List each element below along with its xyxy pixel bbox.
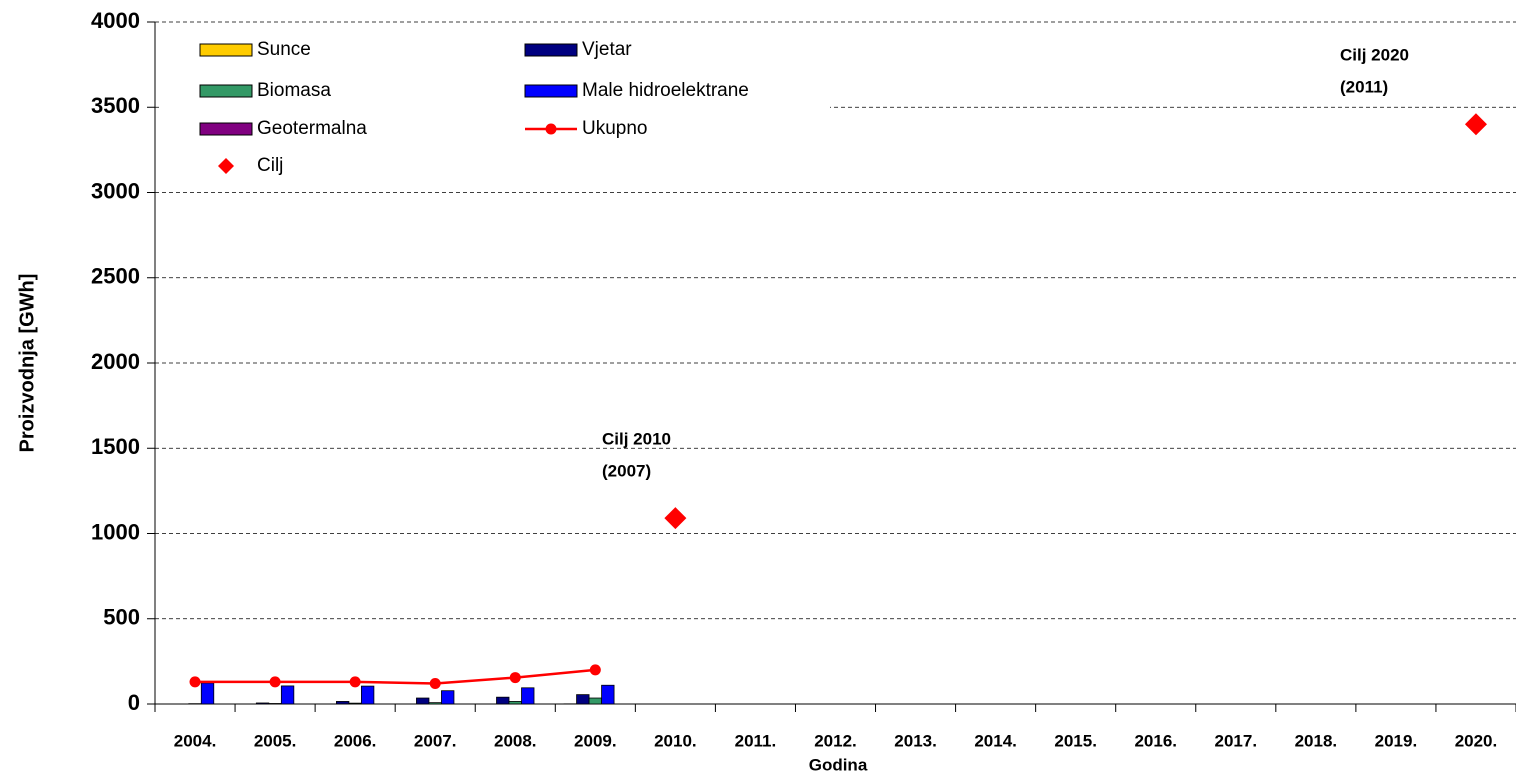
y-tick-label: 3000 [91, 178, 140, 203]
bar [508, 701, 522, 705]
legend-swatch [545, 123, 557, 135]
bar [360, 685, 375, 705]
x-tick-label: 2016. [1134, 731, 1177, 750]
legend-swatch [524, 43, 578, 57]
y-tick-label: 500 [103, 605, 140, 630]
y-tick-label: 1000 [91, 519, 140, 544]
line-marker [589, 664, 601, 676]
y-tick-label: 2000 [91, 349, 140, 374]
bar [601, 684, 615, 705]
target-marker [1464, 113, 1487, 136]
x-tick-label: 2007. [414, 731, 457, 750]
x-tick-label: 2005. [254, 731, 297, 750]
legend-swatch [218, 158, 234, 174]
x-tick-label: 2012. [814, 731, 857, 750]
annotation: (2011) [1340, 77, 1388, 96]
x-tick-label: 2011. [735, 731, 777, 750]
legend-background [160, 26, 830, 186]
x-tick-label: 2015. [1054, 731, 1097, 750]
x-tick-label: 2019. [1375, 731, 1418, 750]
line-marker [509, 672, 521, 684]
legend-label: Vjetar [582, 39, 632, 60]
annotation: Cilj 2020 [1340, 45, 1409, 64]
bar [335, 701, 350, 705]
x-tick-label: 2013. [894, 731, 937, 750]
line-marker [349, 676, 361, 688]
x-tick-label: 2008. [494, 731, 537, 750]
y-tick-label: 0 [128, 690, 140, 715]
legend-swatch [199, 43, 253, 57]
x-tick-label: 2006. [334, 731, 377, 750]
legend-label: Cilj [257, 155, 283, 176]
line [195, 668, 596, 685]
bar [416, 697, 430, 705]
annotation: Cilj 2010 [602, 429, 671, 448]
y-tick-label: 3500 [91, 93, 140, 118]
x-tick-label: 2018. [1295, 731, 1338, 750]
bar [348, 702, 362, 705]
x-tick-label: 2009. [574, 731, 617, 750]
legend-label: Ukupno [582, 118, 648, 139]
bar [588, 697, 602, 705]
x-axis-label: Godina [809, 755, 868, 774]
x-tick-label: 2010. [654, 731, 697, 750]
bar [428, 702, 442, 705]
line-marker [189, 676, 201, 688]
y-tick-label: 2500 [91, 264, 140, 289]
x-tick-label: 2014. [974, 731, 1017, 750]
bar [521, 687, 535, 705]
legend-swatch [524, 84, 578, 98]
x-tick-label: 2020. [1455, 731, 1498, 750]
y-tick-label: 4000 [91, 8, 140, 33]
legend-label: Sunce [257, 39, 311, 60]
bar [441, 690, 455, 705]
bar [268, 703, 282, 705]
bar [200, 682, 215, 705]
legend-swatch [199, 122, 253, 136]
y-tick-label: 1500 [91, 434, 140, 459]
x-tick-label: 2004. [174, 731, 217, 750]
bar [280, 685, 295, 705]
legend-swatch [199, 84, 253, 98]
x-tick-label: 2017. [1215, 731, 1258, 750]
target-marker [664, 507, 687, 530]
legend-label: Biomasa [257, 80, 331, 101]
y-axis-label: Proizvodnja [GWh] [16, 274, 38, 453]
legend-label: Geotermalna [257, 118, 367, 139]
line-marker [429, 678, 441, 690]
bar [496, 696, 510, 705]
bar [576, 694, 590, 705]
line-marker [269, 676, 281, 688]
legend-label: Male hidroelektrane [582, 80, 749, 101]
annotation: (2007) [602, 461, 651, 480]
bar [255, 702, 270, 705]
